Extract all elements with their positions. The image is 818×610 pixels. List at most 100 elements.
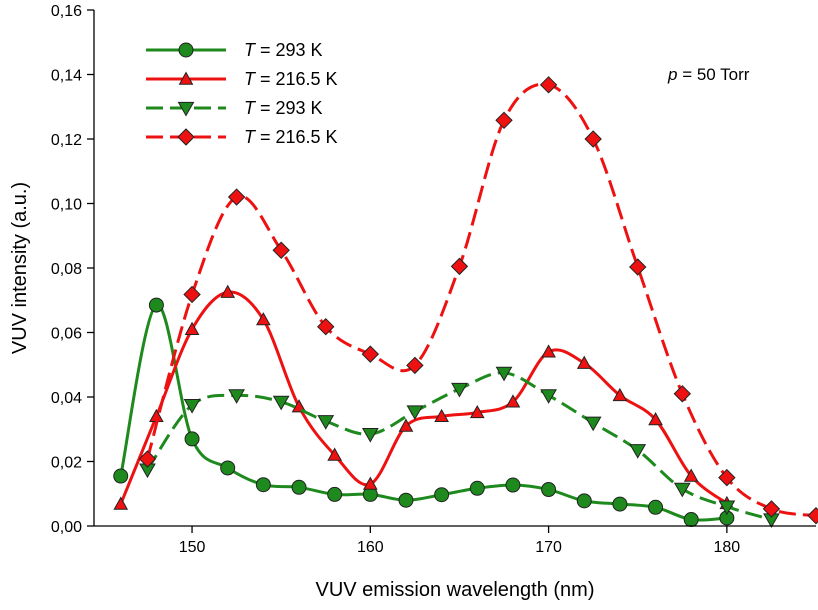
data-point bbox=[469, 404, 485, 419]
data-point bbox=[398, 418, 414, 432]
series-line bbox=[119, 303, 727, 522]
data-point bbox=[255, 477, 271, 493]
legend-label-rest: = 216.5 K bbox=[255, 127, 338, 147]
y-tick-label: 0,12 bbox=[51, 132, 82, 149]
data-point bbox=[683, 468, 699, 482]
y-tick-label: 0,08 bbox=[51, 261, 82, 278]
series-line bbox=[119, 290, 728, 505]
data-point bbox=[495, 111, 513, 130]
data-point bbox=[612, 496, 628, 512]
y-tick-label: 0,00 bbox=[51, 519, 82, 536]
data-point bbox=[584, 130, 602, 148]
series-2 bbox=[113, 284, 735, 510]
y-tick-label: 0,02 bbox=[51, 455, 82, 472]
data-point bbox=[327, 447, 343, 461]
legend-swatch-marker bbox=[177, 101, 195, 117]
data-point bbox=[361, 345, 380, 363]
data-point bbox=[648, 412, 663, 426]
annotations: p = 50 Torr bbox=[667, 65, 750, 84]
legend-swatch-marker bbox=[178, 71, 194, 85]
data-point bbox=[673, 385, 692, 403]
data-point bbox=[398, 492, 414, 508]
data-point bbox=[256, 312, 271, 326]
legend-label-italic: T bbox=[244, 69, 257, 89]
legend-label-rest: = 293 K bbox=[255, 40, 323, 60]
y-tick-label: 0,06 bbox=[51, 326, 82, 343]
plot-area: 150 160 170 180 0,00 0,02 0,04 0,06 0,08 0,10 0,1… bbox=[51, 3, 818, 556]
data-point bbox=[327, 486, 343, 502]
legend-swatch-marker bbox=[178, 42, 194, 58]
data-point bbox=[612, 387, 628, 402]
legend-label-rest: = 293 K bbox=[255, 98, 323, 118]
legend-label: T = 216.5 K bbox=[244, 127, 338, 147]
data-point bbox=[317, 415, 335, 430]
data-point bbox=[505, 477, 521, 493]
data-point bbox=[541, 482, 557, 498]
legend-label-italic: T bbox=[244, 127, 257, 147]
data-point bbox=[220, 460, 236, 476]
y-tick-label: 0,04 bbox=[51, 390, 82, 407]
data-point bbox=[272, 241, 290, 259]
data-point bbox=[648, 499, 664, 515]
x-tick-label: 150 bbox=[179, 539, 206, 556]
legend-label-rest: = 216.5 K bbox=[255, 69, 338, 89]
series-layer bbox=[113, 76, 818, 529]
data-point bbox=[228, 389, 245, 404]
annotation-text: = 50 Torr bbox=[677, 65, 749, 84]
y-tick-label: 0,10 bbox=[51, 197, 82, 214]
legend-label: T = 216.5 K bbox=[244, 69, 338, 89]
data-point bbox=[576, 493, 592, 509]
annotation-italic: p bbox=[667, 65, 677, 84]
x-tick-label: 180 bbox=[714, 539, 741, 556]
legend-label: T = 293 K bbox=[244, 98, 323, 118]
data-point bbox=[291, 479, 307, 495]
data-point bbox=[450, 257, 469, 276]
data-point bbox=[220, 284, 236, 298]
data-point bbox=[148, 297, 164, 313]
pressure-annotation: p = 50 Torr bbox=[667, 65, 750, 84]
data-point bbox=[138, 450, 157, 468]
data-point bbox=[683, 512, 699, 528]
data-point bbox=[406, 405, 424, 421]
data-point bbox=[272, 395, 290, 411]
x-tick-label: 160 bbox=[357, 539, 384, 556]
legend-item: T = 293 K bbox=[146, 98, 323, 118]
data-point bbox=[629, 258, 647, 276]
data-point bbox=[227, 188, 246, 206]
legend-label: T = 293 K bbox=[244, 40, 323, 60]
legend-item: T = 216.5 K bbox=[146, 69, 338, 89]
data-point bbox=[113, 468, 129, 484]
data-point bbox=[183, 285, 201, 304]
data-point bbox=[434, 408, 449, 423]
data-point bbox=[361, 427, 379, 443]
y-tick-label: 0,14 bbox=[51, 68, 82, 85]
legend-label-italic: T bbox=[244, 40, 257, 60]
data-point bbox=[584, 416, 602, 432]
data-point bbox=[184, 431, 200, 447]
legend: T = 293 KT = 216.5 KT = 293 KT = 216.5 K bbox=[146, 40, 338, 147]
legend-swatch-marker bbox=[177, 128, 195, 146]
legend-item: T = 216.5 K bbox=[146, 127, 338, 147]
data-point bbox=[434, 487, 450, 503]
data-point bbox=[807, 506, 818, 525]
data-point bbox=[317, 317, 335, 336]
y-axis-title: VUV intensity (a.u.) bbox=[9, 182, 31, 354]
data-point bbox=[113, 496, 129, 510]
data-point bbox=[673, 482, 691, 498]
data-point bbox=[495, 366, 513, 382]
data-point bbox=[718, 468, 736, 487]
data-point bbox=[406, 356, 424, 375]
data-point bbox=[505, 394, 521, 408]
data-point bbox=[576, 355, 592, 369]
series-3 bbox=[139, 366, 780, 529]
x-tick-label: 170 bbox=[535, 539, 562, 556]
legend-label-italic: T bbox=[244, 98, 257, 118]
data-point bbox=[184, 321, 200, 335]
x-axis-title: VUV emission wavelength (nm) bbox=[316, 579, 595, 601]
data-point bbox=[718, 500, 736, 516]
data-point bbox=[539, 76, 558, 94]
data-point bbox=[540, 389, 557, 404]
data-point bbox=[629, 444, 647, 459]
data-point bbox=[362, 476, 378, 490]
